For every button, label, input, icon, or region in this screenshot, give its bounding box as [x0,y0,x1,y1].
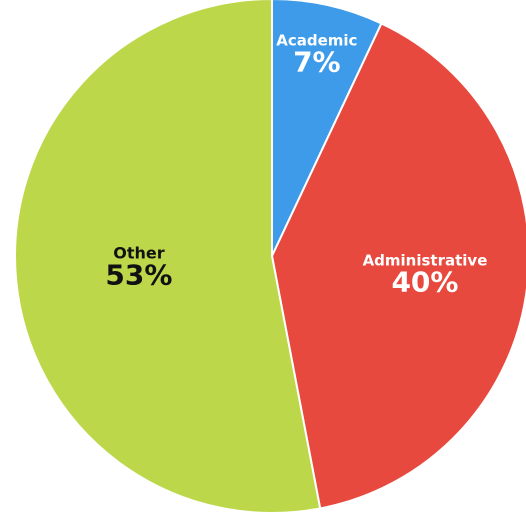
pie-slices [14,0,526,514]
slice-label-other: Other [113,244,164,263]
slice-label-administrative: Administrative [363,251,488,269]
pie-slice-administrative [270,22,526,510]
slice-value-administrative: 40% [391,265,458,298]
slice-value-other: 53% [105,259,172,292]
slice-value-academic: 7% [293,45,341,78]
slice-label-academic: Academic [276,31,357,49]
pie-slice-other [14,0,322,514]
pie-slice-academic [271,0,383,257]
